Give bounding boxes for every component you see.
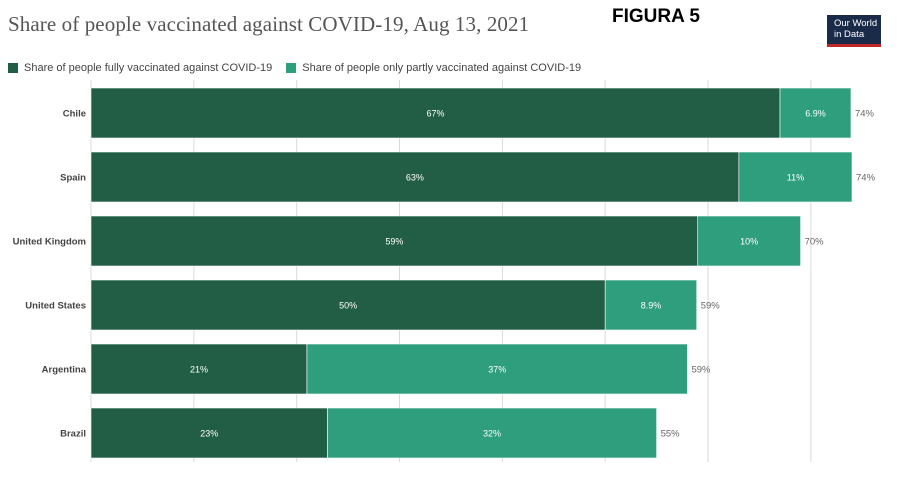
- bar-value-label: 23%: [200, 429, 218, 439]
- category-label: United Kingdom: [13, 237, 86, 248]
- bar-value-label: 8.9%: [641, 301, 662, 311]
- bar-value-label: 21%: [190, 365, 208, 375]
- bar-partly[interactable]: [306, 343, 688, 395]
- bar-value-label: 37%: [488, 365, 506, 375]
- bar-value-label: 10%: [740, 237, 758, 247]
- bar-partly[interactable]: [327, 407, 657, 459]
- figure-label: FIGURA 5: [612, 6, 700, 27]
- bar-partly[interactable]: [604, 279, 698, 331]
- bar-fully[interactable]: [90, 215, 699, 267]
- chart-title: Share of people vaccinated against COVID…: [8, 12, 530, 36]
- bar-partly[interactable]: [779, 87, 852, 139]
- bar-partly[interactable]: [697, 215, 801, 267]
- category-label: Brazil: [60, 429, 86, 440]
- total-label: 59%: [701, 301, 721, 312]
- bar-value-label: 63%: [406, 173, 424, 183]
- bar-fully[interactable]: [90, 343, 308, 395]
- bar-partly[interactable]: [738, 151, 853, 203]
- bar-value-label: 32%: [483, 429, 501, 439]
- bar-value-label: 67%: [426, 109, 444, 119]
- total-label: 70%: [805, 237, 825, 248]
- legend-swatch-fully: [8, 63, 18, 73]
- bar-fully[interactable]: [90, 407, 328, 459]
- legend-label-partly: Share of people only partly vaccinated a…: [302, 62, 582, 74]
- bar-fully[interactable]: [90, 87, 781, 139]
- bar-value-label: 59%: [385, 237, 403, 247]
- legend-item-partly[interactable]: Share of people only partly vaccinated a…: [286, 62, 581, 74]
- legend-label-fully: Share of people fully vaccinated against…: [24, 62, 273, 74]
- total-label: 59%: [691, 365, 711, 376]
- category-label: Argentina: [42, 365, 87, 376]
- category-label: Chile: [63, 109, 86, 120]
- bar-value-label: 6.9%: [805, 109, 826, 119]
- total-label: 74%: [856, 173, 876, 184]
- logo-line-2: in Data: [834, 29, 865, 40]
- bar-value-label: 50%: [339, 301, 357, 311]
- bar-fully[interactable]: [90, 151, 740, 203]
- legend-swatch-partly: [286, 63, 297, 73]
- owid-logo[interactable]: Our World in Data: [827, 15, 881, 47]
- legend-item-fully[interactable]: Share of people fully vaccinated against…: [8, 62, 272, 74]
- logo-line-1: Our World: [834, 18, 878, 29]
- bar-value-label: 11%: [787, 173, 804, 183]
- category-label: United States: [25, 301, 86, 312]
- total-label: 74%: [855, 109, 875, 120]
- category-label: Spain: [60, 173, 86, 184]
- bar-fully[interactable]: [90, 279, 606, 331]
- legend: Share of people fully vaccinated against…: [8, 62, 595, 74]
- total-label: 55%: [661, 429, 681, 440]
